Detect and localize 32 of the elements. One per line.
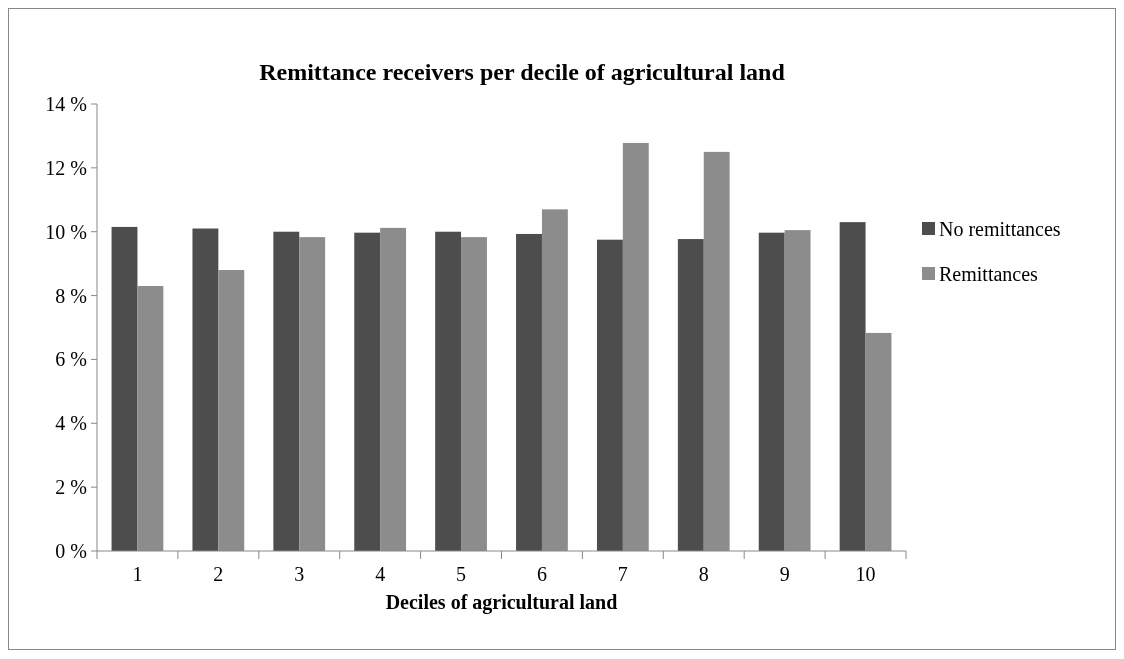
bar [596, 239, 623, 551]
bar [354, 232, 381, 551]
x-tick-label: 4 [375, 563, 386, 585]
legend-label: Remittances [939, 263, 1039, 285]
y-tick-label: 2 % [55, 476, 87, 499]
bar [111, 226, 138, 551]
bar [677, 239, 704, 551]
y-tick-label: 6 % [55, 348, 87, 371]
bar [516, 233, 542, 551]
bar [758, 232, 785, 551]
y-tick-label: 12 % [45, 156, 87, 179]
x-tick-label: 3 [294, 563, 305, 585]
x-tick-label: 5 [456, 563, 467, 585]
y-tick-label: 14 % [45, 93, 87, 115]
x-tick-label: 9 [779, 563, 790, 585]
bar [192, 228, 219, 551]
x-tick-label: 1 [132, 563, 143, 585]
y-tick-label: 10 % [45, 220, 87, 243]
x-tick-label: 8 [698, 563, 709, 585]
x-tick-label: 7 [617, 563, 628, 585]
bar [839, 222, 866, 551]
chart-title: Remittance receivers per decile of agricultural land [259, 59, 786, 85]
legend-label: No remittances [939, 218, 1061, 240]
bar [435, 231, 462, 551]
bar [273, 231, 300, 551]
y-tick-label: 4 % [55, 412, 87, 435]
y-tick-label: 8 % [55, 284, 87, 307]
y-tick-label: 0 % [55, 540, 87, 562]
x-tick-label: 2 [213, 563, 224, 585]
x-tick-label: 10 [855, 563, 876, 585]
x-tick-label: 6 [536, 563, 547, 585]
x-axis-title: Deciles of agricultural land [385, 591, 618, 614]
